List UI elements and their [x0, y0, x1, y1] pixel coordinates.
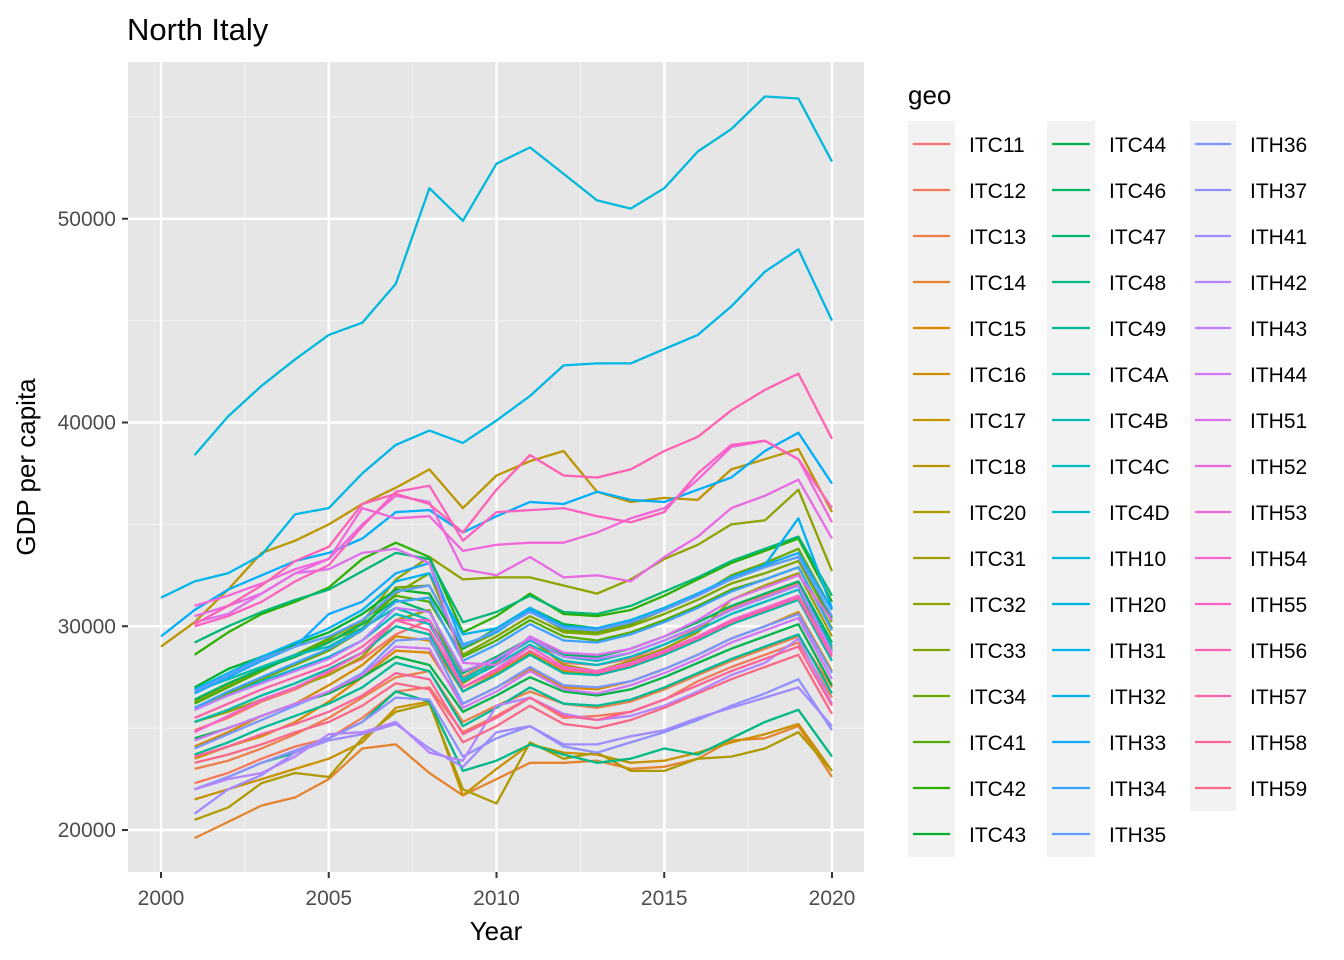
legend-label-ITH35: ITH35: [1109, 824, 1166, 847]
legend-label-ITC49: ITC49: [1109, 318, 1166, 341]
series-line-ITH10: [193, 95, 834, 456]
series-line-ITH55: [194, 439, 833, 628]
legend-label-ITC18: ITC18: [969, 456, 1026, 479]
legend-label-ITC14: ITC14: [969, 272, 1027, 295]
legend-label-ITH20: ITH20: [1109, 594, 1166, 617]
legend-label-ITH34: ITH34: [1109, 778, 1167, 801]
legend-label-ITC17: ITC17: [969, 410, 1026, 433]
x-tick-label: 2005: [305, 887, 352, 910]
series-line-ITC20: [194, 702, 833, 821]
y-axis: 20000 30000 40000 50000: [58, 208, 128, 842]
series-line-ITH36: [194, 612, 833, 750]
legend-label-ITC44: ITC44: [1109, 134, 1167, 157]
legend-label-ITC12: ITC12: [969, 180, 1026, 203]
y-tick-label: 20000: [58, 819, 116, 842]
legend-label-ITC16: ITC16: [969, 364, 1026, 387]
legend-label-ITC13: ITC13: [969, 226, 1026, 249]
series-line-ITH43: [194, 584, 834, 711]
x-tick-label: 2015: [641, 887, 688, 910]
legend-label-ITC41: ITC41: [969, 732, 1026, 755]
legend: ITC11 ITC12 ITC13 ITC14 ITC15 ITC16 ITC17 ITC18…: [908, 121, 1308, 857]
series-line-ITH32: [160, 431, 833, 638]
series-line-ITC4A: [194, 598, 834, 724]
y-axis-title: GDP per capita: [11, 378, 41, 556]
legend-label-ITC20: ITC20: [969, 502, 1026, 525]
series-line-ITH56: [194, 372, 834, 626]
legend-label-ITH52: ITH52: [1250, 456, 1307, 479]
legend-label-ITC46: ITC46: [1109, 180, 1166, 203]
series-line-ITH59: [194, 653, 833, 764]
series-line-ITH20: [160, 248, 834, 599]
legend-label-ITH56: ITH56: [1250, 640, 1307, 663]
legend-label-ITH41: ITH41: [1250, 226, 1307, 249]
legend-label-ITC4A: ITC4A: [1109, 364, 1169, 387]
legend-label-ITC15: ITC15: [969, 318, 1026, 341]
legend-label-ITH51: ITH51: [1250, 410, 1307, 433]
legend-label-ITH37: ITH37: [1250, 180, 1307, 203]
series-line-ITH51: [194, 547, 833, 667]
x-tick-label: 2020: [809, 887, 856, 910]
series-line-ITC47: [194, 535, 833, 644]
series-line-ITH37: [194, 678, 833, 791]
x-tick-label: 2010: [473, 887, 520, 910]
series-line-ITH44: [194, 616, 834, 742]
y-tick-label: 30000: [58, 615, 116, 638]
series-line-ITH58: [194, 645, 833, 758]
series-line-ITH52: [194, 478, 833, 618]
y-tick-label: 40000: [58, 412, 116, 435]
x-axis: 2000 2005 2010 2015 2020: [138, 872, 856, 910]
series-line-ITH57: [194, 596, 833, 719]
series-line-ITC18: [160, 447, 834, 648]
series-line-ITH53: [194, 439, 834, 608]
legend-label-ITC33: ITC33: [969, 640, 1026, 663]
legend-label-ITC11: ITC11: [969, 134, 1025, 157]
legend-label-ITH42: ITH42: [1250, 272, 1307, 295]
legend-label-ITH44: ITH44: [1250, 364, 1308, 387]
series-line-ITC49: [194, 633, 833, 756]
series-line-ITC17: [194, 700, 833, 801]
legend-label-ITC32: ITC32: [969, 594, 1026, 617]
legend-label-ITH58: ITH58: [1250, 732, 1307, 755]
legend-label-ITH55: ITH55: [1250, 594, 1307, 617]
legend-label-ITC31: ITC31: [969, 548, 1026, 571]
legend-label-ITC4C: ITC4C: [1109, 456, 1170, 479]
legend-label-ITH10: ITH10: [1109, 548, 1166, 571]
legend-label-ITC43: ITC43: [969, 824, 1026, 847]
series-line-ITC41: [194, 566, 834, 705]
series-line-ITH41: [193, 686, 833, 815]
series-line-ITH42: [194, 637, 834, 791]
series-line-ITH35: [194, 555, 833, 693]
series-line-ITH54: [194, 594, 833, 734]
legend-label-ITC4D: ITC4D: [1109, 502, 1170, 525]
legend-label-ITH53: ITH53: [1250, 502, 1307, 525]
legend-label-ITH31: ITH31: [1109, 640, 1166, 663]
series-line-ITH34: [194, 566, 834, 709]
y-tick-label: 50000: [58, 208, 116, 231]
legend-label-ITC34: ITC34: [969, 686, 1027, 709]
legend-label-ITC48: ITC48: [1109, 272, 1166, 295]
legend-label-ITC42: ITC42: [969, 778, 1026, 801]
legend-label-ITH36: ITH36: [1250, 134, 1307, 157]
x-axis-title: Year: [470, 916, 523, 946]
chart-title: North Italy: [127, 12, 269, 47]
x-tick-label: 2000: [138, 887, 185, 910]
legend-label-ITH32: ITH32: [1109, 686, 1166, 709]
legend-label-ITH54: ITH54: [1250, 548, 1308, 571]
legend-label-ITH33: ITH33: [1109, 732, 1166, 755]
series-lines: [160, 95, 834, 840]
legend-label-ITC4B: ITC4B: [1109, 410, 1169, 433]
legend-title: geo: [908, 80, 951, 110]
legend-label-ITH43: ITH43: [1250, 318, 1307, 341]
legend-label-ITH59: ITH59: [1250, 778, 1307, 801]
series-line-ITC4C: [194, 588, 834, 711]
legend-label-ITC47: ITC47: [1109, 226, 1166, 249]
legend-label-ITH57: ITH57: [1250, 686, 1307, 709]
